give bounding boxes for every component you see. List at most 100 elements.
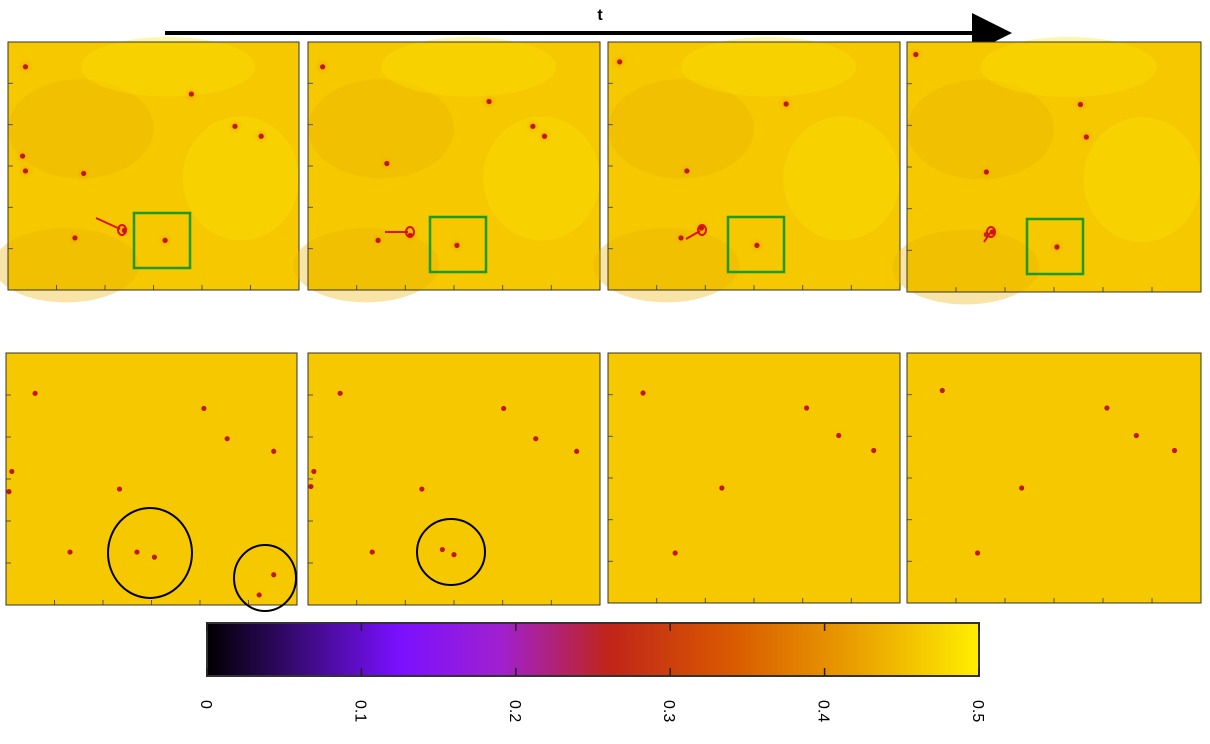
vortex-core [271,448,277,454]
vortex-core [6,489,12,495]
vortex-core [1019,485,1025,491]
field-shading [381,37,557,97]
highlight-box [726,215,786,274]
colorbar-tick-label: 0.3 [660,700,677,722]
vortex-core [9,468,15,475]
field-shading [0,228,139,303]
pair-circle [416,518,486,586]
vortex-core [201,405,207,412]
highlight-boxes [132,211,1085,276]
vortex-core [116,486,123,492]
vortex-core [22,168,29,174]
vortex-core [939,387,945,394]
field-shading [308,79,454,179]
vortex-core [439,546,445,553]
vortex-core [501,405,507,412]
heatmap-background [308,353,600,605]
vortex-core [719,485,725,491]
vortex-core [574,448,580,454]
pair-circle [233,544,297,612]
vortex-core [698,225,705,231]
vortex-core [617,59,623,65]
vortex-core [81,170,87,177]
colorbar-gradient [206,622,980,677]
vortex-core [541,133,548,139]
vortex-core [672,550,678,556]
panel-border [607,352,901,604]
heatmap-panel [0,37,300,303]
vortex-core [67,549,73,555]
heatmap-background [907,353,1201,603]
panel-grid [0,37,1202,606]
vortex-core [533,436,539,442]
colorbar-tick-label: 0.2 [506,700,523,722]
panel-border [906,41,1202,293]
vortex-core [754,242,760,248]
heatmap-panel [307,352,601,606]
colorbar: 0 0.1 0.2 0.3 0.4 0.5 [197,622,986,722]
heatmap-panel [892,37,1202,305]
vortex-core [188,91,194,97]
trace-line [95,217,121,230]
vortex-core [1133,432,1139,439]
vortex-core [19,153,26,159]
trace-line [983,232,991,243]
field-shading [182,116,299,241]
vortex-core [384,160,390,167]
heatmap-panel [593,37,901,303]
trace-circle [697,224,707,236]
colorbar-tick-label: 0.4 [815,700,832,722]
vortex-core [375,237,381,243]
panel-border [607,41,901,291]
vortex-core [454,242,460,248]
field-shading [483,116,600,241]
trace-circle [117,224,127,236]
vortex-core [311,468,317,475]
trace-circle [405,226,415,238]
field-shading [1083,117,1201,242]
vortex-core [803,405,810,411]
vortex-core [258,133,264,139]
colorbar-tick-label: 0.1 [351,700,368,722]
vortex-core [256,592,262,598]
vortex-core [1083,134,1089,140]
vortex-core [1171,447,1178,454]
heatmap-background [608,353,900,603]
heatmap-background [8,42,299,290]
vortex-core [871,447,877,454]
vortex-core [22,64,29,70]
trace-circle [986,226,996,238]
vortex-core [783,101,789,107]
vortex-core [451,552,457,558]
vortex-core [983,169,989,175]
vortex-core [308,483,314,490]
panel-border [906,352,1202,604]
vortex-core [151,554,158,560]
vortex-core [32,390,38,396]
pair-circle [107,507,193,599]
vortex-core [1104,405,1110,411]
vortex-core [836,432,842,439]
field-shading [8,79,154,179]
vortex-core [232,123,238,129]
highlight-box [428,215,488,274]
colorbar-ticks: 0 0.1 0.2 0.3 0.4 0.5 [197,623,986,722]
vortex-core [678,235,684,241]
field-shading [980,37,1157,97]
field-shading [80,37,256,97]
highlight-box [1025,217,1085,276]
vortex-core [684,168,690,174]
vortex-core [419,486,425,492]
highlight-box [132,211,192,270]
vortex-core [134,549,140,555]
panel-border [5,352,298,606]
field-shading [293,228,440,303]
vortex-core [224,436,230,442]
vortex-core [337,390,343,396]
colorbar-tick-label: 0 [197,700,214,709]
vortex-core [320,64,326,70]
vortex-core [271,572,277,578]
heatmap-panel [906,352,1202,604]
vortex-core [913,51,919,58]
